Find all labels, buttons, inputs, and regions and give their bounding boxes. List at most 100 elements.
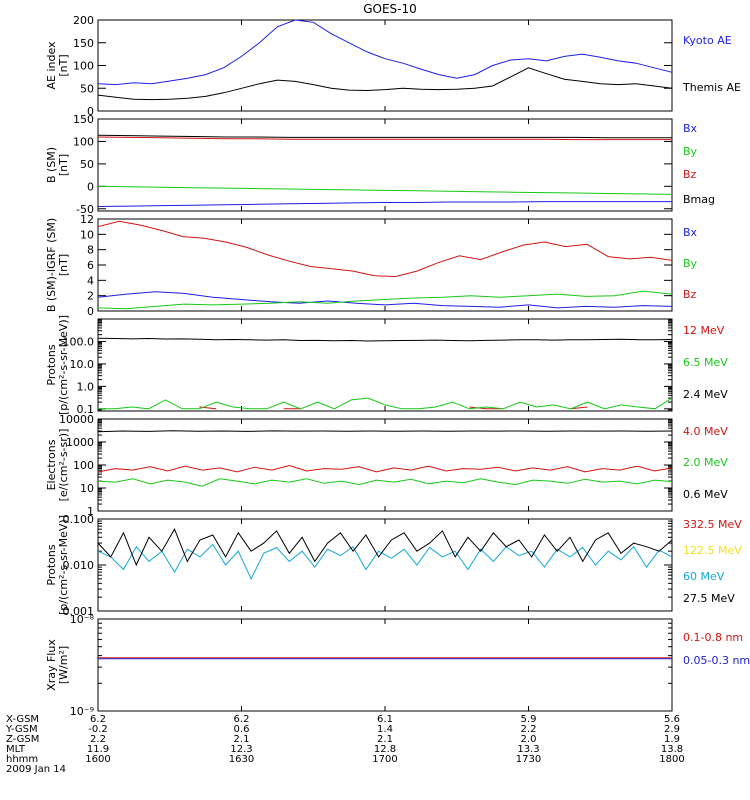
y-axis-label: AE index [nT] xyxy=(45,41,70,90)
y-tick-label: 1.0 xyxy=(77,380,95,393)
plot-title: GOES-10 xyxy=(363,2,417,16)
y-tick-label: 12 xyxy=(80,213,94,226)
y-label-line1: Electrons xyxy=(45,439,58,490)
y-tick-label: 0 xyxy=(87,180,94,193)
legend-by: By xyxy=(683,145,698,158)
legend-2-4-mev: 2.4 MeV xyxy=(683,388,728,401)
series-line-60-mev xyxy=(97,543,673,580)
panel-frame xyxy=(97,518,673,612)
legend-bz: Bz xyxy=(683,288,697,301)
ephem-value: 1630 xyxy=(229,754,254,765)
legend-bx: Bx xyxy=(683,122,698,135)
panel-2: -50 0 50 100 150 B (SM) [nT] Bx By Bz Bmag xyxy=(45,113,715,216)
series-line-2-4-mev xyxy=(97,337,673,342)
ephem-value: 2.1 xyxy=(234,734,250,745)
series-line-by xyxy=(97,185,673,195)
legend-bz: Bz xyxy=(683,168,697,181)
y-tick-label: 100 xyxy=(73,135,94,148)
ephem-value: 2.1 xyxy=(377,734,393,745)
legend-0-05-0-3-nm: 0.05-0.3 nm xyxy=(683,654,750,667)
y-tick-label: 100 xyxy=(73,459,94,472)
legend-2-0-mev: 2.0 MeV xyxy=(683,456,728,469)
y-axis-label: B (SM) [nT] xyxy=(45,147,70,183)
legend-6-5-mev: 6.5 MeV xyxy=(683,356,728,369)
y-tick-label: 10⁻⁹ xyxy=(70,705,94,718)
series-line-27-5-mev xyxy=(97,528,673,567)
ephem-value: 5.9 xyxy=(521,714,537,725)
ephem-label: Y-GSM xyxy=(5,724,38,735)
y-tick-label: 100.0 xyxy=(63,335,95,348)
y-label-line2: [nT] xyxy=(57,54,70,76)
y-label-line2: [p/(cm²-s-sr-MeV)] xyxy=(57,315,70,415)
series-line-bmag xyxy=(97,134,672,139)
series-line-themis-ae xyxy=(97,67,673,101)
y-tick-label: 50 xyxy=(80,158,94,171)
ephem-value: 6.1 xyxy=(377,714,393,725)
panel-3: 0 2 4 6 8 10 12 B (SM)-IGRF (SM) [nT] Bx By Bz xyxy=(45,213,698,318)
legend-by: By xyxy=(683,257,698,270)
series-line-bz xyxy=(97,220,673,278)
y-label-line1: Xray Flux xyxy=(45,639,58,691)
y-axis-label: Electrons [e/(cm²-s-sr)] xyxy=(45,429,70,502)
legend-kyoto-ae: Kyoto AE xyxy=(683,34,732,47)
ephem-value: 5.6 xyxy=(664,714,680,725)
legend-60-mev: 60 MeV xyxy=(683,570,725,583)
series-line-2-0-mev xyxy=(97,478,673,487)
y-label-line2: [W/m²] xyxy=(57,646,70,684)
panel-1: 0 50 100 150 200 AE index [nT] Kyoto AE Themis A… xyxy=(45,14,741,118)
series-line-kyoto-ae xyxy=(97,19,673,86)
y-label-line2: [p/(cm²-s-sr-MeV)] xyxy=(57,515,70,615)
ephem-value: 2.2 xyxy=(521,724,537,735)
y-tick-label: 1000 xyxy=(66,436,94,449)
y-tick-label: 0.010 xyxy=(63,559,95,572)
legend-0-6-mev: 0.6 MeV xyxy=(683,488,728,501)
y-label-line2: [nT] xyxy=(57,154,70,176)
y-tick-label: 10 xyxy=(80,482,94,495)
legend-332-5-mev: 332.5 MeV xyxy=(683,518,742,531)
ephem-label: Z-GSM xyxy=(6,734,39,745)
panel-frame xyxy=(97,19,673,112)
y-tick-label: 0 xyxy=(87,305,94,318)
ephem-value: 11.9 xyxy=(87,744,109,755)
y-label-line1: Protons xyxy=(45,344,58,385)
panel-frame xyxy=(97,318,673,412)
y-tick-label: 100 xyxy=(73,60,94,73)
ephem-label: X-GSM xyxy=(6,714,39,725)
series-line-bx xyxy=(97,201,672,207)
y-label-line2: [nT] xyxy=(57,254,70,276)
y-tick-label: 10.0 xyxy=(70,358,95,371)
ephem-value: 12.8 xyxy=(374,744,396,755)
y-tick-label: 10 xyxy=(80,228,94,241)
ephem-value: 13.3 xyxy=(517,744,539,755)
panel-frame xyxy=(97,418,673,512)
y-axis-label: B (SM)-IGRF (SM) [nT] xyxy=(45,218,70,312)
series-line-4-0-mev xyxy=(97,464,673,473)
ephem-value: 1700 xyxy=(372,754,397,765)
ephem-value: 6.2 xyxy=(234,714,250,725)
legend-bmag: Bmag xyxy=(683,193,715,206)
y-axis-label: Xray Flux [W/m²] xyxy=(45,639,70,691)
y-tick-label: 6 xyxy=(87,259,94,272)
y-tick-label: 150 xyxy=(73,37,94,50)
series-line-bz xyxy=(97,136,672,141)
ephem-value: 13.8 xyxy=(661,744,683,755)
legend-0-1-0-8-nm: 0.1-0.8 nm xyxy=(683,631,743,644)
y-tick-label: 0 xyxy=(87,105,94,118)
legend-bx: Bx xyxy=(683,226,698,239)
ephem-value: 1.9 xyxy=(664,734,680,745)
y-tick-label: 50 xyxy=(80,82,94,95)
ephem-value: 12.3 xyxy=(230,744,252,755)
series-line-6-5-mev xyxy=(98,397,673,410)
ephem-value: 2.2 xyxy=(90,734,106,745)
legend-27-5-mev: 27.5 MeV xyxy=(683,592,735,605)
ephem-value: 2.0 xyxy=(521,734,537,745)
ephem-value: 1730 xyxy=(516,754,541,765)
ephem-label: MLT xyxy=(6,744,26,755)
y-tick-label: 200 xyxy=(73,14,94,27)
